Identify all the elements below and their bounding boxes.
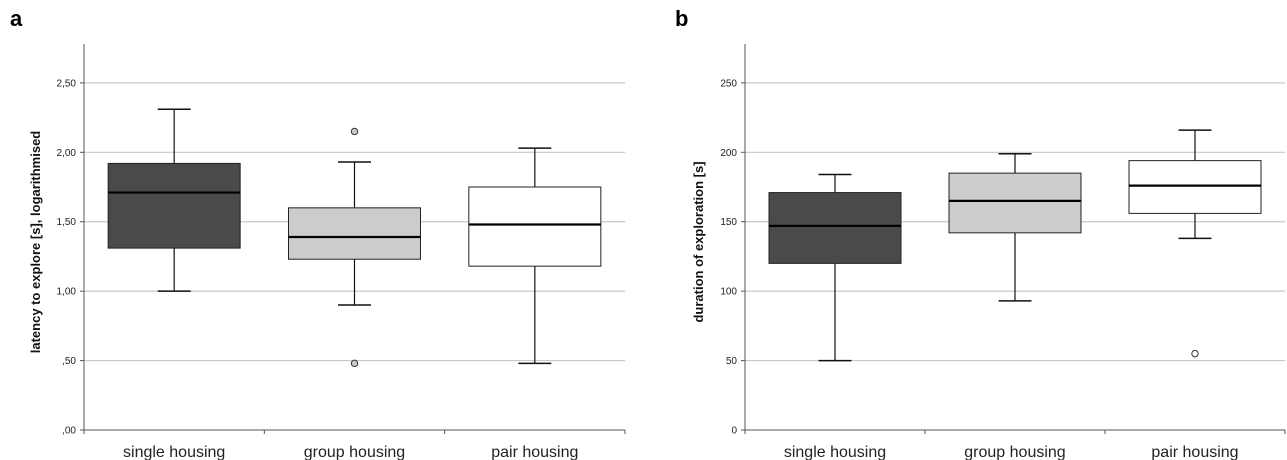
y-axis-title: duration of exploration [s] [691, 161, 706, 322]
x-category-label-0: single housing [784, 444, 886, 460]
box-0 [107, 108, 241, 292]
box-2 [1128, 129, 1262, 358]
panel-letter-a: a [10, 6, 23, 31]
y-tick-label-4: 2,00 [57, 148, 77, 159]
x-category-label-2: pair housing [491, 444, 578, 460]
y-tick-label-5: 2,50 [57, 78, 77, 89]
x-category-label-1: group housing [304, 444, 405, 460]
iqr-box-2 [468, 186, 602, 267]
boxplot-chart-b: 0 50 100 150 200 250 single housing group housi… [691, 44, 1286, 460]
y-tick-label-3: 1,50 [57, 217, 77, 228]
y-tick-label-2: 100 [720, 287, 737, 298]
x-category-label-2: pair housing [1151, 444, 1238, 460]
y-tick-label-4: 200 [720, 148, 737, 159]
iqr-box-0 [768, 192, 902, 264]
y-axis-title: latency to explore [s], logarithmised [28, 131, 43, 354]
x-category-label-0: single housing [123, 444, 225, 460]
x-category-label-1: group housing [964, 444, 1065, 460]
iqr-box-2 [1128, 160, 1262, 214]
iqr-box-1 [948, 172, 1082, 234]
y-tick-label-0: 0 [731, 426, 737, 437]
box-0 [768, 173, 902, 362]
y-tick-label-3: 150 [720, 217, 737, 228]
iqr-box-0 [107, 162, 241, 249]
y-tick-label-5: 250 [720, 78, 737, 89]
outlier-point-1-0 [350, 127, 359, 136]
y-tick-label-1: 50 [726, 356, 738, 367]
y-tick-label-1: ,50 [62, 356, 76, 367]
box-1 [288, 127, 421, 368]
y-tick-label-0: ,00 [62, 426, 76, 437]
box-2 [468, 147, 602, 365]
outlier-point-2-0 [1191, 349, 1199, 358]
outlier-point-1-1 [350, 359, 359, 368]
box-1 [948, 152, 1082, 302]
y-tick-label-2: 1,00 [57, 287, 77, 298]
iqr-box-1 [288, 207, 421, 260]
panel-letter-b: b [675, 6, 689, 31]
boxplot-chart-a: ,00 ,50 1,00 1,50 2,00 2,50 single housing grou… [28, 44, 626, 460]
